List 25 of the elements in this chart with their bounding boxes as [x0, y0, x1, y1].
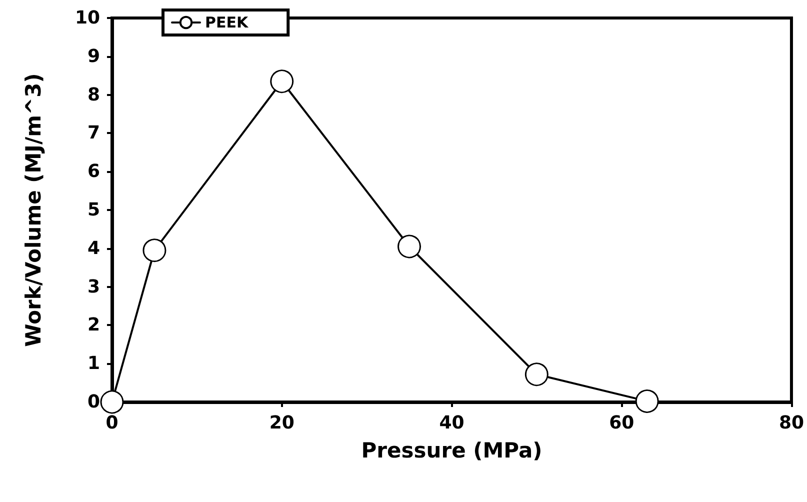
y-axis-title: Work/Volume (MJ/m^3): [22, 73, 46, 347]
x-tick-label: 80: [778, 412, 804, 434]
y-tick-label: 10: [74, 8, 100, 28]
x-tick-label: 40: [439, 412, 464, 434]
x-tick-label: 0: [106, 412, 118, 434]
point: [635, 389, 659, 413]
point: [142, 238, 166, 262]
y-tick-label: 6: [87, 161, 100, 182]
point: [270, 70, 294, 94]
y-tick-label: 9: [87, 46, 100, 67]
x-axis-title: Pressure (MPa): [361, 438, 542, 462]
y-tick-label: 4: [87, 238, 100, 259]
y-tick-label: 1: [87, 353, 100, 374]
y-tick-label: 7: [87, 122, 100, 144]
point: [524, 362, 548, 386]
point: [398, 234, 422, 258]
y-tick-label: 5: [87, 200, 100, 220]
legend-label: PEEK: [205, 14, 250, 32]
x-tick-label: 20: [269, 412, 294, 434]
y-tick-label: 0: [87, 392, 100, 412]
point: [100, 390, 124, 414]
x-tick-label: 60: [609, 412, 634, 434]
y-tick-label: 2: [87, 314, 100, 336]
y-tick-label: 3: [87, 276, 100, 298]
y-tick-label: 8: [87, 84, 100, 106]
